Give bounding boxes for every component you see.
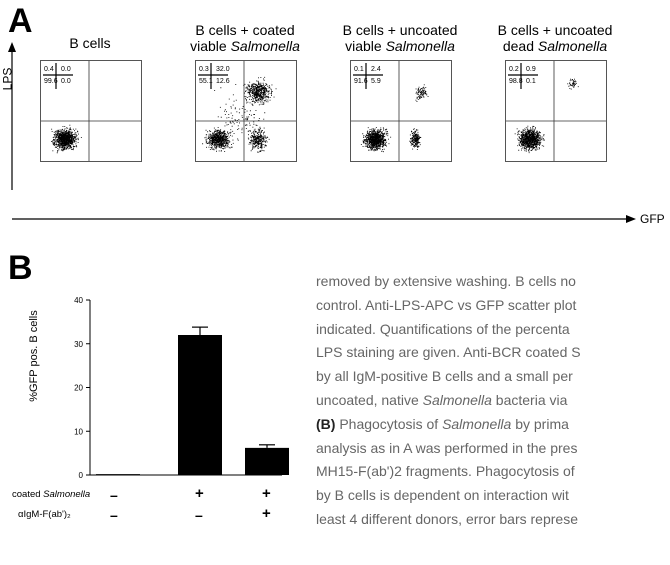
quadrant-stats-cross — [198, 63, 228, 89]
quadrant-stats-cross — [353, 63, 383, 89]
y-tick-label: 20 — [74, 384, 83, 393]
y-tick-label: 0 — [79, 471, 84, 480]
q-ll-4: 98.8 — [509, 78, 523, 85]
mark-c0-b1: + — [195, 485, 204, 502]
figure-caption: removed by extensive washing. B cells no… — [316, 270, 670, 532]
q-ur-1: 0.0 — [61, 66, 71, 73]
plot-title-2: B cells + coated viable Salmonella — [190, 22, 300, 54]
bar-3 — [245, 447, 289, 475]
mark-c1-b2: + — [262, 505, 271, 522]
scatter-events — [514, 78, 579, 154]
q-lr-2: 12.6 — [216, 78, 230, 85]
y-tick-label: 40 — [74, 296, 83, 305]
scatter-plot-2: 0.3 32.0 55.1 12.6 — [195, 60, 297, 162]
caption-line: MH15-F(ab')2 fragments. Phagocytosis of — [316, 463, 575, 480]
panel-b-letter: B — [8, 249, 33, 287]
plot-title-3: B cells + uncoated viable Salmonella — [342, 22, 458, 54]
quadrant-stats-cross — [508, 63, 538, 89]
scatter-events — [51, 124, 82, 154]
scatter-events — [202, 76, 277, 153]
q-ll-1: 99.6 — [44, 78, 58, 85]
mark-c0-b0: – — [110, 487, 118, 503]
scatter-svg-4 — [506, 61, 606, 161]
q-ul-4: 0.2 — [509, 66, 519, 73]
q-lr-1: 0.0 — [61, 78, 71, 85]
panel-a-x-axis — [12, 215, 636, 223]
panel-a-letter: A — [8, 2, 33, 40]
caption-line: by B cells is dependent on interaction w… — [316, 487, 569, 504]
q-ur-3: 2.4 — [371, 66, 381, 73]
caption-line: control. Anti-LPS-APC vs GFP scatter plo… — [316, 296, 577, 313]
q-ll-2: 55.1 — [199, 78, 213, 85]
scatter-svg-1 — [41, 61, 141, 161]
plot-title-4: B cells + uncoated dead Salmonella — [497, 22, 613, 54]
caption-line: uncoated, native Salmonella bacteria via — [316, 391, 568, 408]
caption-line: by all IgM-positive B cells and a small … — [316, 368, 573, 385]
q-ll-3: 91.6 — [354, 78, 368, 85]
y-tick-label: 30 — [74, 340, 83, 349]
scatter-svg-2 — [196, 61, 296, 161]
mark-c1-b1: – — [195, 507, 203, 523]
q-ul-2: 0.3 — [199, 66, 209, 73]
mark-c1-b0: – — [110, 507, 118, 523]
q-lr-4: 0.1 — [526, 78, 536, 85]
panel-a-y-axis — [8, 42, 16, 190]
caption-line: LPS staining are given. Anti-BCR coated … — [316, 344, 581, 361]
caption-line: least 4 different donors, error bars rep… — [316, 510, 578, 527]
condition-label-coated: coated Salmonella — [12, 489, 91, 500]
scatter-plot-3: 0.1 2.4 91.6 5.9 — [350, 60, 452, 162]
q-ul-3: 0.1 — [354, 66, 364, 73]
q-lr-3: 5.9 — [371, 78, 381, 85]
bar-1 — [96, 474, 140, 476]
scatter-plot-1: 0.4 0.0 99.6 0.0 — [40, 60, 142, 162]
quadrant-stats-cross — [43, 63, 73, 89]
panel-a-y-label: LPS — [0, 67, 15, 91]
q-ur-2: 32.0 — [216, 66, 230, 73]
y-tick-label: 10 — [74, 427, 83, 436]
condition-label-aigm: αIgM-F(ab')₂ — [18, 509, 71, 520]
plot-title-1: B cells — [69, 35, 111, 51]
panel-a-x-label: GFP — [640, 212, 665, 226]
caption-line: (B) Phagocytosis of Salmonella by prima — [316, 415, 569, 432]
caption-line: analysis as in A was performed in the pr… — [316, 439, 578, 456]
bar-chart-ylabel: %GFP pos. B cells — [28, 310, 40, 402]
q-ur-4: 0.9 — [526, 66, 536, 73]
scatter-plot-4: 0.2 0.9 98.8 0.1 — [505, 60, 607, 162]
scatter-svg-3 — [351, 61, 451, 161]
caption-line: indicated. Quantifications of the percen… — [316, 320, 570, 337]
bar-2 — [178, 335, 222, 475]
bar-chart: 0 10 20 30 40 — [74, 296, 289, 480]
caption-line: removed by extensive washing. B cells no — [316, 273, 576, 289]
q-ul-1: 0.4 — [44, 66, 54, 73]
mark-c0-b2: + — [262, 485, 271, 502]
scatter-events — [360, 84, 429, 153]
